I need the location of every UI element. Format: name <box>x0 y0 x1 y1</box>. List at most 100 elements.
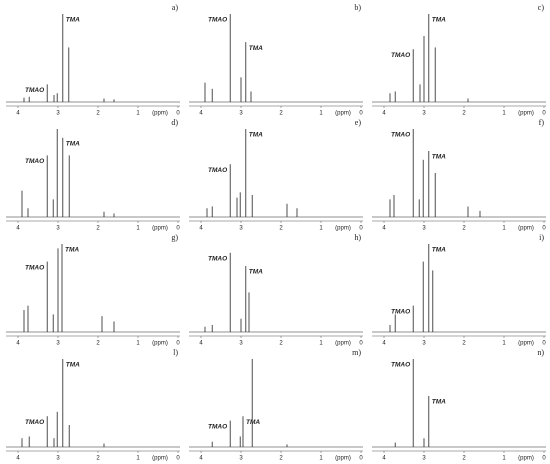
x-tick-label: 2 <box>462 456 466 462</box>
peak-annotation: TMAO <box>391 308 410 315</box>
spectrum-panel: 4 3 2 1 0 (ppm) d) TMAO TMA <box>6 118 180 232</box>
x-tick-label: 0 <box>176 111 180 117</box>
x-tick-label: 1 <box>319 341 323 347</box>
panel-label: e) <box>355 118 362 127</box>
x-tick-label: 2 <box>462 226 466 232</box>
peak-annotation: TMAO <box>391 132 410 139</box>
x-tick-label: 2 <box>96 226 100 232</box>
panel-label: i) <box>539 233 544 242</box>
x-tick-label: 1 <box>319 226 323 232</box>
x-axis-label: (ppm) <box>518 111 534 117</box>
x-tick-label: 2 <box>279 111 283 117</box>
panel-label: m) <box>352 348 361 357</box>
x-tick-label: 4 <box>199 111 203 117</box>
spectrum-panel: 4 3 2 1 0 (ppm) e) TMAO TMA <box>189 118 363 232</box>
x-tick-label: 0 <box>176 456 180 462</box>
x-tick-label: 0 <box>176 226 180 232</box>
panel-label: l) <box>173 348 178 357</box>
x-tick-label: 0 <box>542 341 546 347</box>
x-tick-label: 1 <box>502 226 506 232</box>
panel-label: a) <box>172 3 179 12</box>
x-tick-label: 0 <box>176 341 180 347</box>
x-tick-label: 4 <box>382 456 386 462</box>
spectrum-panel: 4 3 2 1 0 (ppm) m) TMAO TMA <box>189 348 363 462</box>
x-tick-label: 3 <box>56 226 60 232</box>
x-axis-label: (ppm) <box>152 456 168 462</box>
x-tick-label: 1 <box>319 456 323 462</box>
x-tick-label: 3 <box>56 341 60 347</box>
x-tick-label: 2 <box>96 456 100 462</box>
x-tick-label: 3 <box>422 341 426 347</box>
x-tick-label: 4 <box>16 111 20 117</box>
x-axis-label: (ppm) <box>152 341 168 347</box>
x-tick-label: 4 <box>199 456 203 462</box>
x-tick-label: 0 <box>359 226 363 232</box>
x-axis-label: (ppm) <box>335 341 351 347</box>
x-tick-label: 3 <box>422 226 426 232</box>
x-tick-label: 3 <box>422 456 426 462</box>
x-tick-label: 2 <box>96 111 100 117</box>
x-tick-label: 3 <box>422 111 426 117</box>
x-tick-label: 3 <box>239 111 243 117</box>
x-tick-label: 2 <box>96 341 100 347</box>
x-tick-label: 3 <box>239 456 243 462</box>
x-tick-label: 4 <box>199 226 203 232</box>
x-tick-label: 0 <box>359 111 363 117</box>
x-tick-label: 0 <box>359 456 363 462</box>
peak-annotation: TMAO <box>25 87 44 94</box>
peak-annotation: TMAO <box>25 264 44 271</box>
peak-annotation: TMAO <box>208 167 227 174</box>
x-tick-label: 3 <box>239 341 243 347</box>
x-axis-label: (ppm) <box>335 111 351 117</box>
spectrum-panel: 4 3 2 1 0 (ppm) b) TMAO TMA <box>189 3 363 117</box>
x-axis-label: (ppm) <box>518 341 534 347</box>
panel-label: c) <box>538 3 545 12</box>
x-tick-label: 1 <box>136 456 140 462</box>
peak-annotation: TMA <box>249 269 263 276</box>
x-tick-label: 4 <box>16 226 20 232</box>
spectrum-panel: 4 3 2 1 0 (ppm) l) TMAO TMA <box>6 348 180 462</box>
x-tick-label: 0 <box>359 341 363 347</box>
x-tick-label: 1 <box>319 111 323 117</box>
x-tick-label: 1 <box>136 226 140 232</box>
spectrum-panel: 4 3 2 1 0 (ppm) c) TMAO TMA <box>372 3 546 117</box>
peak-annotation: TMAO <box>208 17 227 24</box>
x-tick-label: 4 <box>16 456 20 462</box>
x-tick-label: 0 <box>542 111 546 117</box>
x-axis-label: (ppm) <box>335 226 351 232</box>
x-tick-label: 1 <box>502 111 506 117</box>
peak-annotation: TMA <box>432 247 446 254</box>
peak-annotation: TMA <box>246 419 260 426</box>
panel-label: d) <box>171 118 178 127</box>
x-tick-label: 4 <box>382 111 386 117</box>
x-tick-label: 1 <box>136 111 140 117</box>
peak-annotation: TMAO <box>208 423 227 430</box>
peak-annotation: TMA <box>249 45 263 52</box>
x-tick-label: 1 <box>502 456 506 462</box>
x-tick-label: 4 <box>382 226 386 232</box>
x-tick-label: 4 <box>199 341 203 347</box>
peak-annotation: TMA <box>249 132 263 139</box>
peak-annotation: TMA <box>66 141 80 148</box>
peak-annotation: TMA <box>432 154 446 161</box>
x-tick-label: 1 <box>136 341 140 347</box>
x-axis-label: (ppm) <box>518 456 534 462</box>
x-tick-label: 0 <box>542 226 546 232</box>
x-axis-label: (ppm) <box>518 226 534 232</box>
panel-label: f) <box>539 118 545 127</box>
peak-annotation: TMAO <box>25 419 44 426</box>
peak-annotation: TMAO <box>208 256 227 263</box>
x-tick-label: 2 <box>279 341 283 347</box>
peak-annotation: TMAO <box>391 362 410 369</box>
x-axis-label: (ppm) <box>152 226 168 232</box>
spectrum-panel: 4 3 2 1 0 (ppm) i) TMAO TMA <box>372 233 546 347</box>
x-tick-label: 4 <box>16 341 20 347</box>
x-axis-label: (ppm) <box>152 111 168 117</box>
spectrum-panel: 4 3 2 1 0 (ppm) h) TMAO TMA <box>189 233 363 347</box>
peak-annotation: TMAO <box>391 52 410 59</box>
x-axis-label: (ppm) <box>335 456 351 462</box>
spectrum-panel: 4 3 2 1 0 (ppm) a) TMAO TMA <box>6 3 180 117</box>
x-tick-label: 2 <box>462 341 466 347</box>
peak-annotation: TMA <box>65 247 79 254</box>
